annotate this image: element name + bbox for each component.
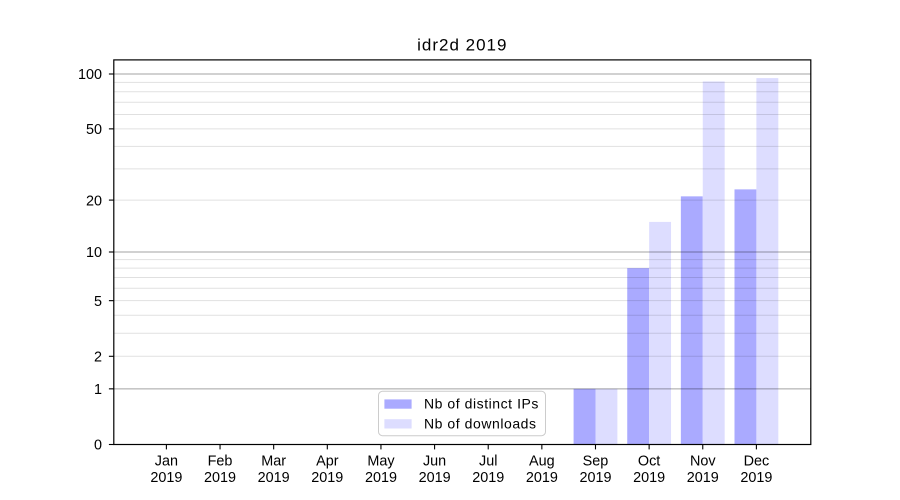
svg-text:10: 10 bbox=[86, 245, 102, 261]
svg-text:May: May bbox=[367, 454, 395, 470]
svg-text:Apr: Apr bbox=[316, 454, 339, 470]
svg-text:2019: 2019 bbox=[472, 470, 504, 486]
svg-text:100: 100 bbox=[78, 67, 102, 83]
svg-text:2019: 2019 bbox=[150, 470, 182, 486]
svg-text:2019: 2019 bbox=[687, 470, 719, 486]
svg-text:50: 50 bbox=[86, 122, 102, 138]
svg-text:2019: 2019 bbox=[526, 470, 558, 486]
svg-text:2019: 2019 bbox=[419, 470, 451, 486]
svg-text:Nov: Nov bbox=[690, 454, 716, 470]
svg-text:2019: 2019 bbox=[258, 470, 290, 486]
svg-text:Nb of distinct IPs: Nb of distinct IPs bbox=[424, 396, 539, 412]
svg-text:Dec: Dec bbox=[744, 454, 770, 470]
svg-text:Mar: Mar bbox=[261, 454, 286, 470]
svg-text:Sep: Sep bbox=[583, 454, 609, 470]
svg-text:2019: 2019 bbox=[365, 470, 397, 486]
svg-text:Feb: Feb bbox=[208, 454, 233, 470]
svg-text:2: 2 bbox=[94, 350, 102, 366]
svg-text:20: 20 bbox=[86, 193, 102, 209]
svg-text:idr2d 2019: idr2d 2019 bbox=[417, 35, 507, 54]
svg-text:Jun: Jun bbox=[423, 454, 446, 470]
svg-text:Aug: Aug bbox=[529, 454, 555, 470]
svg-text:Jul: Jul bbox=[479, 454, 497, 470]
svg-text:1: 1 bbox=[94, 382, 102, 398]
svg-text:2019: 2019 bbox=[204, 470, 236, 486]
svg-text:Nb of downloads: Nb of downloads bbox=[424, 416, 537, 432]
svg-text:2019: 2019 bbox=[740, 470, 772, 486]
svg-text:2019: 2019 bbox=[633, 470, 665, 486]
svg-text:5: 5 bbox=[94, 294, 102, 310]
svg-text:2019: 2019 bbox=[579, 470, 611, 486]
svg-text:2019: 2019 bbox=[311, 470, 343, 486]
svg-text:0: 0 bbox=[94, 438, 102, 454]
svg-text:Oct: Oct bbox=[638, 454, 660, 470]
svg-text:Jan: Jan bbox=[155, 454, 178, 470]
